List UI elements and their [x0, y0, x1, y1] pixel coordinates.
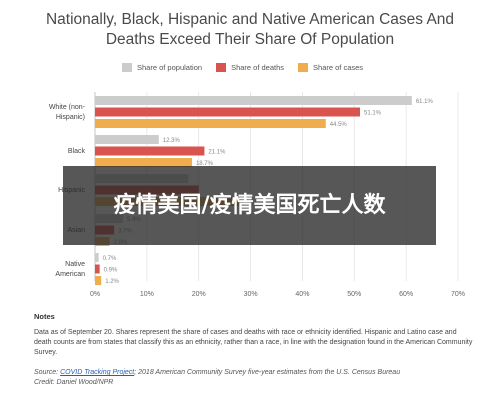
x-tick-label: 70% [451, 291, 465, 298]
data-label: 21.1% [208, 150, 226, 156]
legend-item-deaths: Share of deaths [216, 63, 284, 72]
x-tick-label: 40% [295, 291, 309, 298]
bar [95, 253, 99, 262]
data-label: 61.1% [416, 99, 434, 105]
category-label: White (non- [49, 104, 86, 111]
bar [95, 96, 412, 105]
legend-label-deaths: Share of deaths [231, 63, 285, 72]
data-label: 12.3% [163, 138, 181, 144]
bar [95, 107, 360, 117]
legend-item-population: Share of population [122, 63, 202, 72]
category-label: Hispanic) [56, 114, 85, 121]
bar [95, 146, 205, 156]
data-label: 0.9% [104, 268, 118, 274]
category-label: American [55, 271, 85, 278]
source-prefix: Source: [34, 369, 61, 376]
data-label: 0.7% [103, 256, 117, 262]
bar [95, 158, 192, 167]
chart-title: Nationally, Black, Hispanic and Native A… [0, 10, 500, 50]
x-tick-label: 20% [192, 291, 206, 298]
legend-swatch-deaths [216, 63, 227, 72]
x-tick-label: 10% [140, 291, 154, 298]
category-label: Black [68, 148, 86, 155]
bar [95, 276, 102, 285]
x-tick-label: 30% [244, 291, 258, 298]
legend: Share of population Share of deaths Shar… [122, 63, 363, 72]
bar [95, 119, 326, 128]
notes-title: Notes [34, 312, 55, 321]
notes-body: Data as of September 20. Shares represen… [34, 329, 473, 356]
x-tick-label: 50% [347, 291, 361, 298]
overlay-banner: 疫情美国/疫情美国死亡人数 [63, 166, 436, 245]
chart-title-line1: Nationally, Black, Hispanic and Native A… [45, 11, 455, 28]
bar [95, 264, 100, 274]
legend-swatch-population [122, 63, 132, 72]
x-tick-label: 60% [399, 291, 413, 298]
chart-title-line2: Deaths Exceed Their Share Of Population [105, 31, 395, 48]
category-label: Native [65, 261, 85, 268]
data-label: 18.7% [196, 161, 214, 167]
data-label: 44.5% [330, 122, 348, 128]
data-label: 1.2% [105, 279, 119, 285]
overlay-text: 疫情美国/疫情美国死亡人数 [113, 192, 386, 218]
notes-section: Notes Data as of September 20. Shares re… [34, 312, 474, 388]
source-link[interactable]: COVID Tracking Project [60, 369, 135, 376]
x-tick-label: 0% [90, 291, 100, 298]
bar [95, 135, 159, 144]
legend-label-population: Share of population [137, 63, 203, 72]
source-rest: ; 2018 American Community Survey five-ye… [134, 369, 401, 376]
legend-label-cases: Share of cases [313, 63, 364, 72]
legend-item-cases: Share of cases [298, 63, 363, 72]
data-label: 51.1% [364, 111, 382, 117]
source-line: Source: COVID Tracking Project; 2018 Ame… [34, 368, 474, 378]
legend-swatch-cases [298, 63, 309, 72]
credit-line: Credit: Daniel Wood/NPR [34, 379, 114, 386]
